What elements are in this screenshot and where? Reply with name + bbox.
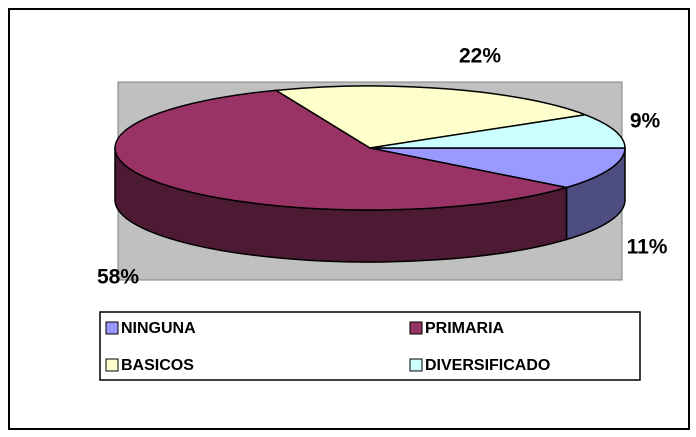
- legend-label: DIVERSIFICADO: [425, 357, 550, 374]
- legend-swatch: [409, 358, 423, 372]
- legend-label: NINGUNA: [121, 320, 196, 337]
- pie-slice: [369, 114, 626, 149]
- data-label: 22%: [459, 45, 501, 68]
- data-label: 11%: [627, 236, 668, 259]
- data-label: 58%: [97, 266, 139, 289]
- data-label: 9%: [630, 110, 661, 133]
- legend-label: BASICOS: [121, 357, 194, 374]
- pie-slice: [369, 147, 626, 189]
- legend-label: PRIMARIA: [425, 320, 505, 337]
- legend-swatch: [105, 321, 119, 335]
- legend-box: [99, 311, 641, 381]
- pie-slice: [114, 89, 567, 211]
- legend-swatch: [409, 321, 423, 335]
- pie-slice: [273, 85, 589, 149]
- legend-swatch: [105, 358, 119, 372]
